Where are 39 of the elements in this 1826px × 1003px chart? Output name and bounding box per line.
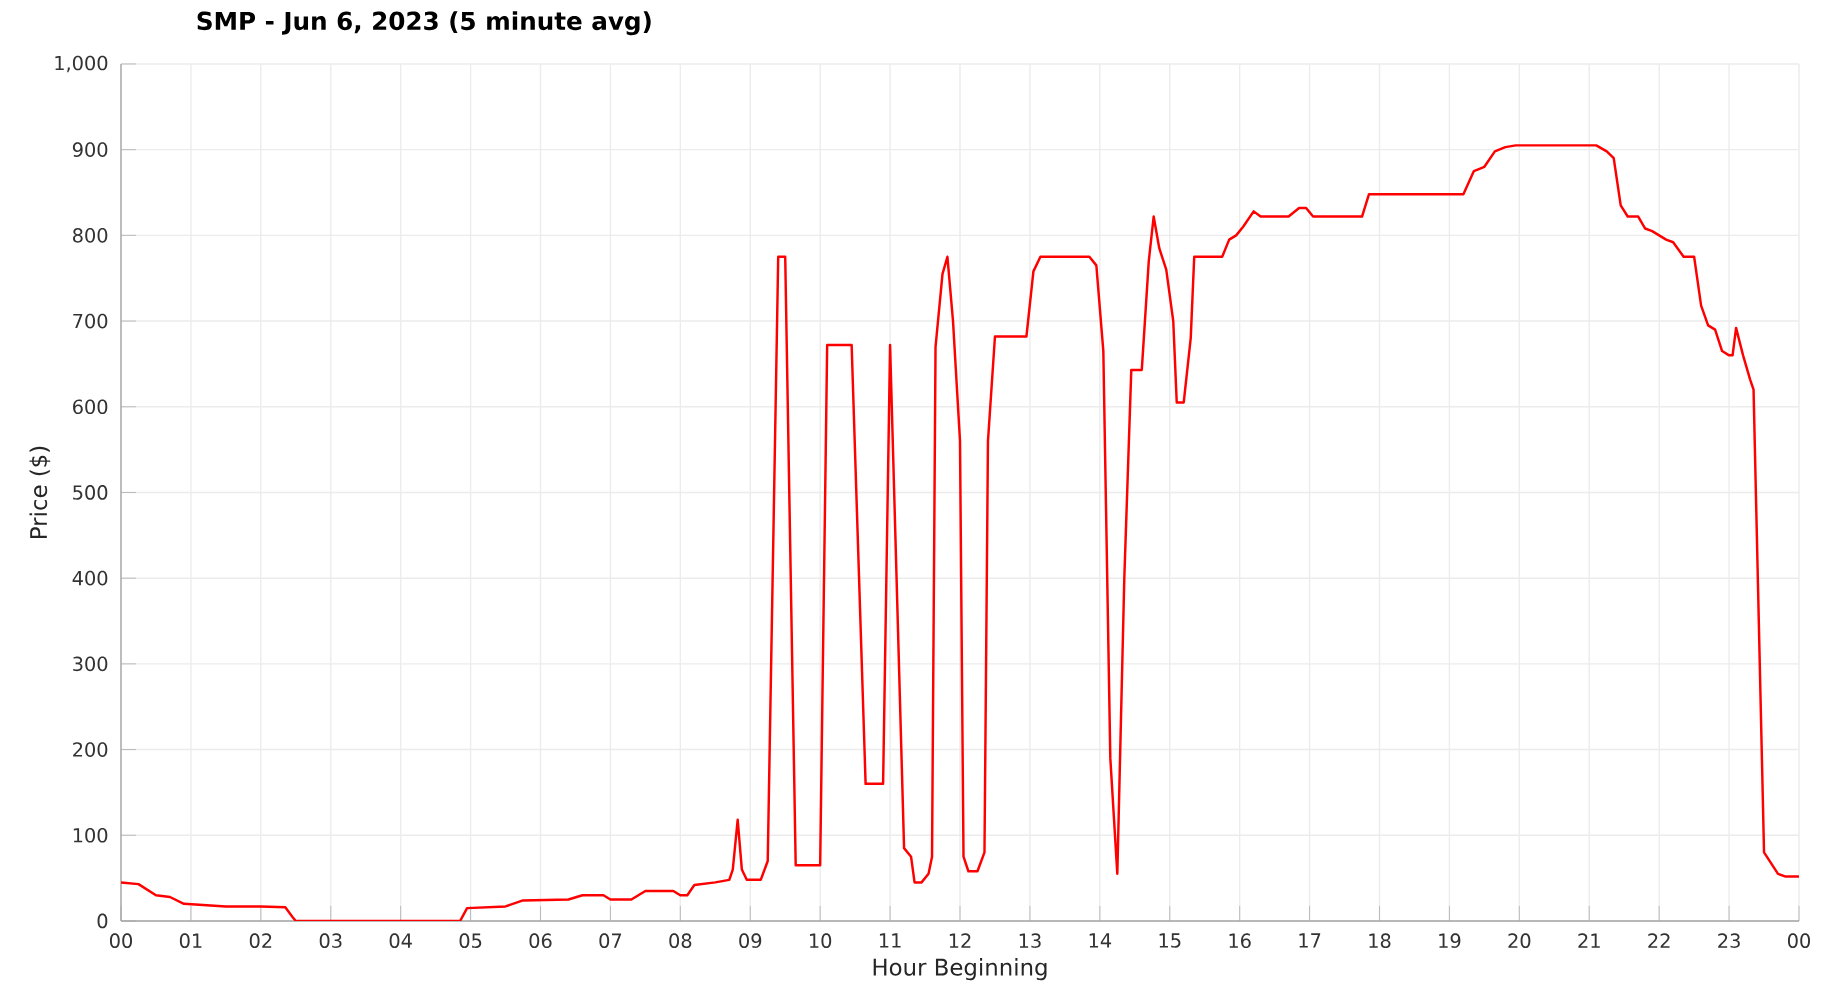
x-tick-label: 15: [1159, 933, 1181, 948]
chart-title: SMP - Jun 6, 2023 (5 minute avg): [197, 11, 651, 36]
x-tick-label: 21: [1578, 933, 1600, 948]
x-tick-label: 23: [1718, 933, 1740, 949]
x-tick-label: 20: [1508, 933, 1531, 949]
x-tick-label: 06: [529, 933, 552, 949]
x-tick-label: 13: [1019, 933, 1041, 949]
y-tick-label: 0: [97, 913, 108, 929]
x-tick-label: 09: [739, 933, 762, 949]
x-tick-label: 02: [249, 933, 272, 949]
x-tick-label: 22: [1648, 933, 1670, 948]
y-tick-label: 100: [73, 827, 108, 843]
x-tick-label: 04: [389, 933, 412, 949]
x-tick-label: 10: [810, 933, 832, 949]
x-tick-label: 08: [669, 933, 692, 949]
y-tick-label: 900: [72, 142, 108, 157]
y-tick-label: 700: [73, 313, 108, 329]
y-tick-label: 200: [73, 742, 108, 757]
y-tick-label: 600: [73, 399, 108, 415]
x-tick-label: 14: [1089, 933, 1112, 948]
x-tick-label: 18: [1369, 933, 1391, 949]
y-tick-label: 500: [73, 485, 108, 500]
x-tick-label: 11: [879, 933, 901, 948]
x-axis-title: Hour Beginning: [873, 958, 1047, 981]
x-tick-label: 05: [459, 933, 482, 949]
x-tick-label: 07: [599, 933, 622, 949]
x-tick-label: 01: [179, 933, 202, 949]
x-tick-label: 19: [1439, 933, 1461, 949]
y-tick-label: 1,000: [55, 55, 108, 73]
y-axis-title: Price ($): [29, 446, 51, 538]
x-tick-label: 00: [1787, 933, 1811, 949]
x-tick-label: 03: [319, 933, 342, 949]
x-tick-label: 00: [109, 933, 133, 949]
x-tick-label: 16: [1229, 933, 1251, 949]
y-tick-label: 800: [73, 228, 108, 243]
y-tick-label: 300: [73, 656, 108, 672]
x-tick-label: 12: [949, 933, 971, 948]
x-tick-label: 17: [1299, 933, 1321, 948]
y-tick-label: 400: [72, 570, 108, 586]
